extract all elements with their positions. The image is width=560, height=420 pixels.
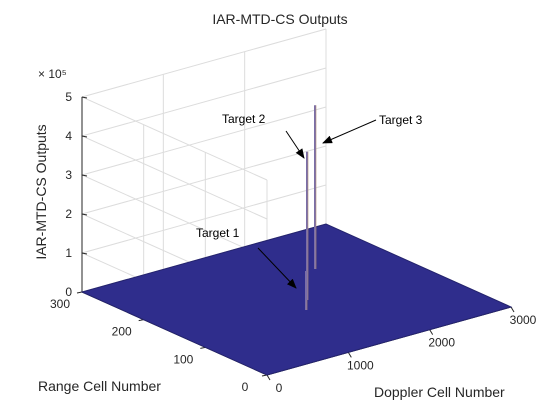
doppler-tick-label: 0 [276,381,283,395]
target-label: Target 1 [196,226,240,240]
range-axis-label: Range Cell Number [38,378,161,394]
doppler-tick-label: 1000 [347,358,374,372]
target-label: Target 3 [379,113,423,127]
chart-title: IAR-MTD-CS Outputs [212,11,347,27]
z-tick-label: 2 [65,207,72,221]
target-arrow [322,119,377,144]
range-tick-labels: 0 100 200 300 [50,297,249,394]
z-tick-label: 1 [65,246,72,260]
z-tick-label: 5 [65,90,72,104]
z-axis-label: IAR-MTD-CS Outputs [33,124,49,259]
z-tick [81,252,88,255]
z-tick-label: 0 [65,285,72,299]
target-peaks [305,105,317,310]
doppler-tick [510,306,515,313]
doppler-tick-labels: 0 1000 2000 3000 [276,313,537,395]
z-tick-label: 4 [65,129,72,143]
surface-floor [80,223,513,376]
z-tick-label: 3 [65,168,72,182]
z-tick [81,135,88,138]
z-tick [81,96,88,99]
doppler-tick [266,374,271,381]
doppler-tick [429,329,434,335]
z-tick [81,213,88,216]
doppler-axis-label: Doppler Cell Number [374,384,505,400]
doppler-tick [347,352,352,358]
z-exponent-label: × 10⁵ [38,67,67,81]
range-tick-label: 300 [50,297,70,311]
target-label: Target 2 [222,112,266,126]
doppler-tick-label: 2000 [428,336,455,350]
target-arrow [257,247,297,289]
surface [80,223,513,376]
grid-line [80,28,327,181]
grid-line [80,67,327,220]
z-tick-labels: 0 1 2 3 4 5 [65,90,72,299]
range-tick-label: 100 [173,352,193,366]
z-tick [81,174,88,177]
target-arrow [285,130,305,159]
range-tick-label: 200 [112,325,132,339]
range-tick-label: 0 [242,380,249,394]
target-annotations: Target 1 Target 2 Target 3 [196,112,423,289]
doppler-tick-label: 3000 [510,313,537,327]
